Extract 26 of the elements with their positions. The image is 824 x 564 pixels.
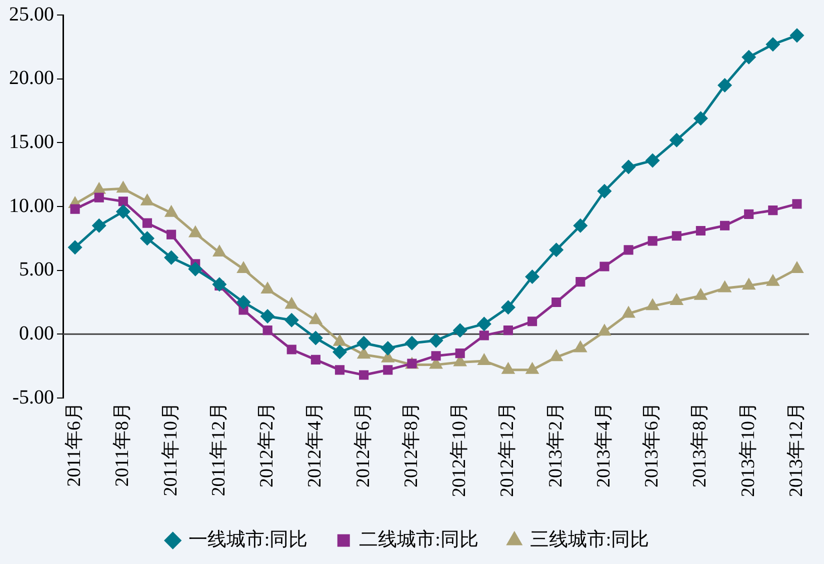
x-tick-label: 2013年8月 — [690, 402, 711, 488]
x-tick-label: 2013年2月 — [545, 402, 566, 488]
x-tick-label: 2013年4月 — [593, 402, 614, 488]
x-tick-label: 2011年8月 — [112, 402, 134, 487]
legend-label: 三线城市:同比 — [530, 528, 650, 550]
y-tick-label: 5.00 — [19, 258, 54, 281]
x-tick-label: 2011年10月 — [160, 402, 182, 496]
legend-label: 一线城市:同比 — [188, 528, 308, 550]
x-tick-label: 2013年12月 — [786, 402, 807, 497]
y-tick-label: 15.00 — [9, 130, 54, 153]
y-tick-label: 25.00 — [9, 3, 54, 26]
x-tick-label: 2012年2月 — [256, 402, 278, 488]
y-tick-label: -5.00 — [12, 386, 54, 408]
y-tick-label: 20.00 — [9, 67, 54, 90]
legend-label: 二线城市:同比 — [359, 528, 478, 550]
x-tick-label: 2011年12月 — [208, 402, 230, 496]
x-tick-label: 2012年4月 — [304, 402, 326, 488]
x-tick-label: 2012年6月 — [352, 402, 374, 488]
x-tick-label: 2012年12月 — [497, 402, 518, 497]
y-tick-label: 0.00 — [19, 322, 54, 344]
x-tick-label: 2011年6月 — [64, 402, 86, 487]
x-tick-label: 2013年6月 — [642, 402, 663, 488]
x-tick-label: 2012年8月 — [400, 402, 422, 488]
x-tick-label: 2012年10月 — [449, 402, 470, 497]
x-tick-label: 2013年10月 — [738, 402, 759, 497]
y-tick-label: 10.00 — [9, 194, 54, 217]
